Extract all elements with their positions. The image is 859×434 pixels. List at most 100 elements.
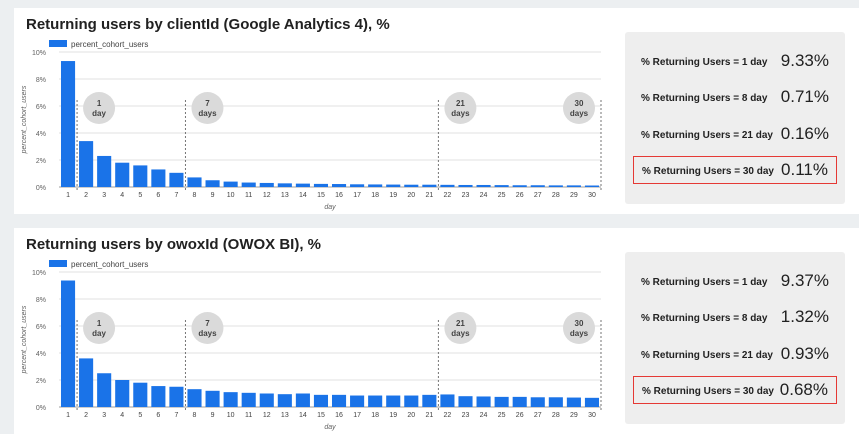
x-tick-label: 11 [245, 192, 252, 199]
bar-day-23 [458, 184, 473, 187]
x-tick-label: 16 [335, 192, 343, 199]
bar-day-17 [350, 184, 365, 187]
scorecard-1-day[interactable]: % Returning Users = 1 day 9.33% [633, 48, 837, 76]
bar-day-10 [223, 181, 238, 187]
bar-day-24 [476, 184, 491, 187]
bar-day-9 [205, 180, 220, 187]
bar-day-28 [548, 397, 563, 407]
x-tick-label: 6 [156, 192, 160, 199]
x-tick-label: 25 [498, 192, 506, 199]
x-tick-label: 18 [371, 192, 379, 199]
scorecard-value: 0.68% [779, 380, 828, 399]
x-tick-label: 5 [138, 412, 142, 419]
y-tick-label: 8% [36, 297, 46, 304]
y-tick-label: 4% [36, 131, 46, 138]
scorecard-30-day[interactable]: % Returning Users = 30 day 0.68% [633, 376, 837, 404]
scorecard-value: 9.33% [780, 51, 829, 70]
bar-day-25 [494, 185, 509, 187]
x-tick-label: 19 [389, 412, 397, 419]
scorecard-30-day[interactable]: % Returning Users = 30 day 0.11% [633, 156, 837, 184]
bar-day-7 [169, 172, 184, 187]
scorecard-value: 0.16% [780, 124, 829, 143]
scorecard-label: % Returning Users = 30 day [642, 386, 774, 397]
bar-day-18 [368, 395, 383, 407]
bar-day-21 [422, 184, 437, 187]
bar-day-30 [584, 397, 600, 407]
x-tick-label: 12 [263, 412, 271, 419]
x-tick-label: 14 [299, 412, 307, 419]
y-axis-label: percent_cohort_users [21, 85, 28, 154]
x-tick-label: 26 [516, 412, 524, 419]
x-tick-label: 20 [407, 412, 415, 419]
scorecard-1-day[interactable]: % Returning Users = 1 day 9.37% [633, 268, 837, 296]
bar-day-27 [530, 185, 545, 187]
marker-circle-day-30 [563, 92, 595, 124]
x-tick-label: 8 [193, 192, 197, 199]
bar-day-12 [259, 393, 274, 407]
scorecard-label: % Returning Users = 21 day [641, 130, 773, 141]
x-tick-label: 12 [263, 192, 271, 199]
x-tick-label: 5 [138, 192, 142, 199]
bar-day-5 [133, 382, 148, 407]
bar-chart-clientid: percent_cohort_users 0% 2% 4% 6% 8% 10% percent… [21, 40, 602, 211]
marker-label-day-7: 7 days [198, 99, 217, 118]
y-tick-label: 0% [36, 185, 46, 192]
chart-title: Returning users by clientId (Google Anal… [26, 16, 390, 33]
scorecard-21-day[interactable]: % Returning Users = 21 day 0.93% [633, 341, 837, 369]
x-tick-label: 29 [570, 192, 578, 199]
y-tick-label: 2% [36, 158, 46, 165]
y-tick-label: 10% [32, 270, 46, 277]
bar-chart-owoxid: percent_cohort_users 0% 2% 4% 6% 8% 10% percent… [21, 260, 602, 431]
bar-day-3 [97, 155, 112, 187]
bar-day-20 [404, 184, 419, 187]
y-tick-label: 4% [36, 351, 46, 358]
bar-day-19 [386, 395, 401, 407]
legend-label: percent_cohort_users [71, 40, 148, 49]
bar-day-5 [133, 165, 148, 187]
marker-circle-day-7 [191, 312, 224, 344]
x-tick-label: 23 [462, 192, 470, 199]
x-tick-label: 30 [588, 412, 596, 419]
bar-day-4 [115, 162, 130, 187]
scorecard-value: 9.37% [780, 271, 829, 290]
bar-day-24 [476, 396, 491, 407]
bar-day-13 [277, 394, 292, 407]
bar-day-22 [440, 184, 455, 187]
x-tick-label: 1 [66, 412, 70, 419]
bar-day-16 [331, 184, 347, 187]
bar-day-6 [151, 169, 166, 187]
bar-day-22 [440, 394, 455, 407]
y-tick-label: 6% [36, 104, 46, 111]
bar-day-8 [187, 177, 202, 187]
bar-day-2 [79, 358, 94, 407]
x-axis-label: day [324, 424, 336, 431]
y-axis-label: percent_cohort_users [21, 305, 28, 374]
scorecard-label: % Returning Users = 1 day [641, 57, 768, 68]
y-tick-label: 6% [36, 324, 46, 331]
marker-label-day-30: 30 days [570, 319, 589, 338]
scorecard-21-day[interactable]: % Returning Users = 21 day 0.16% [633, 121, 837, 149]
bar-day-27 [530, 397, 545, 407]
marker-label-day-30: 30 days [570, 99, 589, 118]
marker-circle-day-1 [83, 92, 116, 124]
x-tick-label: 28 [552, 412, 560, 419]
bar-day-4 [115, 380, 130, 407]
bar-day-23 [458, 396, 473, 407]
scorecard-8-day[interactable]: % Returning Users = 8 day 1.32% [633, 304, 837, 332]
chart-title: Returning users by owoxId (OWOX BI), % [26, 236, 322, 253]
x-tick-label: 15 [317, 412, 325, 419]
marker-label-day-1: 1 day [92, 99, 106, 118]
x-tick-label: 4 [120, 412, 124, 419]
scorecard-label: % Returning Users = 21 day [641, 350, 773, 361]
x-tick-label: 17 [353, 192, 361, 199]
y-tick-label: 0% [36, 405, 46, 412]
x-tick-label: 29 [570, 412, 578, 419]
bar-day-21 [422, 394, 437, 407]
x-tick-label: 30 [588, 192, 596, 199]
scorecard-8-day[interactable]: % Returning Users = 8 day 0.71% [633, 84, 837, 112]
x-tick-label: 28 [552, 192, 560, 199]
x-axis-label: day [324, 204, 336, 211]
scorecard-label: % Returning Users = 1 day [641, 277, 768, 288]
marker-label-day-1: 1 day [92, 319, 106, 338]
x-tick-label: 22 [444, 412, 452, 419]
